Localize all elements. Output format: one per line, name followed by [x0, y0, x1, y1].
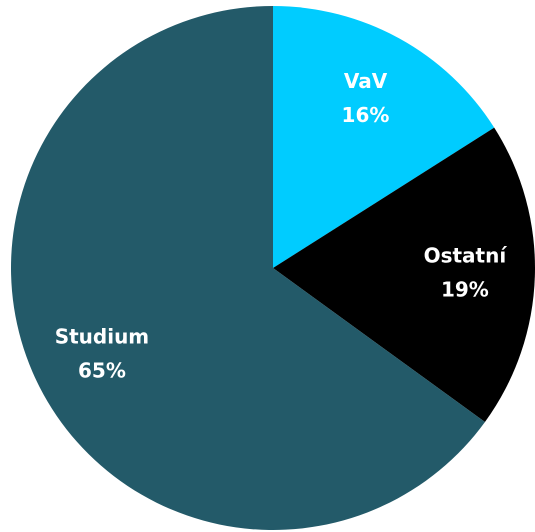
slice-value-label: 65%: [78, 359, 126, 383]
slice-label: Studium: [55, 325, 149, 349]
pie-slice: [10, 6, 485, 531]
slice-value-label: 19%: [441, 278, 489, 302]
pie-slice: [273, 6, 495, 268]
pie-slice: [273, 127, 535, 422]
slice-label: Ostatní: [424, 244, 508, 268]
slice-label: VaV: [344, 69, 388, 93]
slice-value-label: 16%: [342, 103, 390, 127]
